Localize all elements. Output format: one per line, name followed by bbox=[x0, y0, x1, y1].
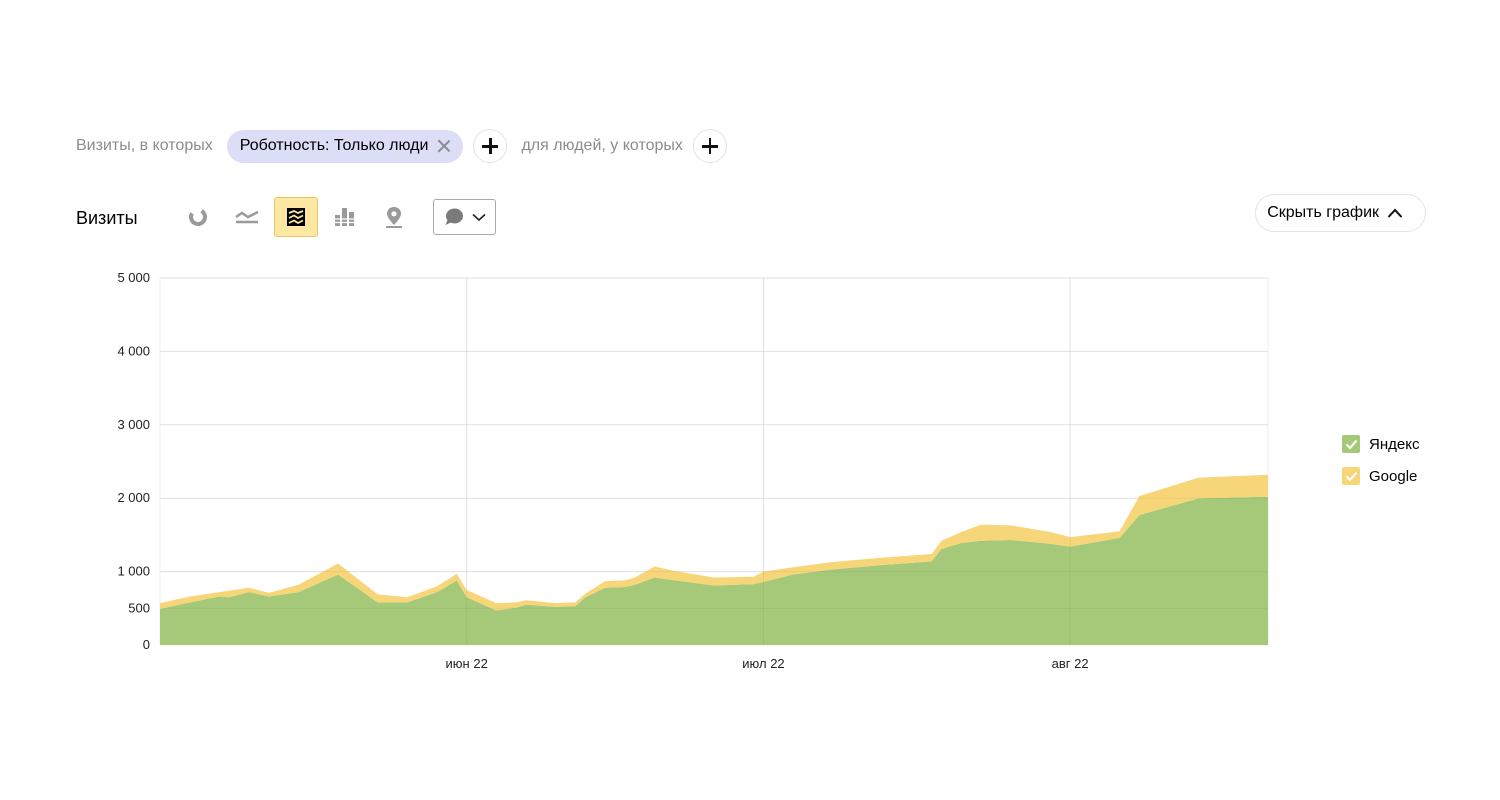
line-chart-icon bbox=[235, 210, 259, 224]
stacked-area-chart-icon bbox=[287, 208, 305, 226]
segment-filter-bar: Визиты, в которых Роботность: Только люд… bbox=[76, 128, 727, 164]
x-tick-label: июн 22 bbox=[446, 656, 488, 671]
stacked-area-chart-button[interactable] bbox=[274, 197, 318, 237]
stacked-bar-chart-button[interactable] bbox=[323, 197, 367, 237]
map-chart-button[interactable] bbox=[372, 197, 416, 237]
chart-toolbar: Визиты bbox=[76, 194, 1436, 238]
legend-item-yandex[interactable]: Яндекс bbox=[1342, 434, 1419, 454]
hide-chart-label: Скрыть график bbox=[1267, 204, 1379, 221]
y-tick-label: 500 bbox=[128, 600, 150, 615]
legend-checkbox-yandex[interactable] bbox=[1342, 435, 1360, 453]
add-people-condition-button[interactable] bbox=[692, 129, 727, 163]
x-tick-label: июл 22 bbox=[742, 656, 784, 671]
legend-item-google[interactable]: Google bbox=[1342, 466, 1419, 486]
notes-dropdown[interactable] bbox=[433, 199, 496, 235]
robot-filter-chip-label: Роботность: Только люди bbox=[239, 137, 429, 154]
chevron-down-icon bbox=[471, 213, 486, 221]
legend-checkbox-google[interactable] bbox=[1342, 467, 1360, 485]
chevron-up-icon bbox=[1387, 208, 1403, 218]
area-series-google bbox=[160, 474, 1268, 611]
metric-title: Визиты bbox=[76, 208, 138, 228]
check-icon bbox=[1345, 471, 1357, 481]
y-tick-label: 2 000 bbox=[117, 490, 150, 505]
y-tick-label: 1 000 bbox=[117, 564, 150, 579]
people-condition-label: для людей, у которых bbox=[521, 137, 683, 154]
pie-chart-icon bbox=[189, 208, 207, 226]
y-tick-label: 5 000 bbox=[117, 270, 150, 285]
y-tick-label: 4 000 bbox=[117, 343, 150, 358]
y-tick-label: 3 000 bbox=[117, 417, 150, 432]
chart-legend: Яндекс Google bbox=[1342, 434, 1419, 498]
hide-chart-button[interactable]: Скрыть график bbox=[1255, 194, 1426, 232]
stacked-bar-chart-icon bbox=[335, 208, 354, 226]
map-pin-icon bbox=[386, 207, 402, 228]
legend-label-google: Google bbox=[1369, 467, 1418, 485]
y-tick-label: 0 bbox=[143, 637, 150, 652]
check-icon bbox=[1345, 439, 1357, 449]
area-series-yandex bbox=[160, 496, 1268, 645]
comment-icon bbox=[445, 208, 463, 225]
x-tick-label: авг 22 bbox=[1052, 656, 1089, 671]
line-chart-button[interactable] bbox=[225, 197, 269, 237]
robot-filter-chip[interactable]: Роботность: Только люди bbox=[226, 129, 464, 163]
add-visit-condition-button[interactable] bbox=[473, 129, 508, 163]
legend-label-yandex: Яндекс bbox=[1369, 435, 1420, 453]
pie-chart-button[interactable] bbox=[176, 197, 220, 237]
visits-condition-label: Визиты, в которых bbox=[76, 137, 213, 154]
